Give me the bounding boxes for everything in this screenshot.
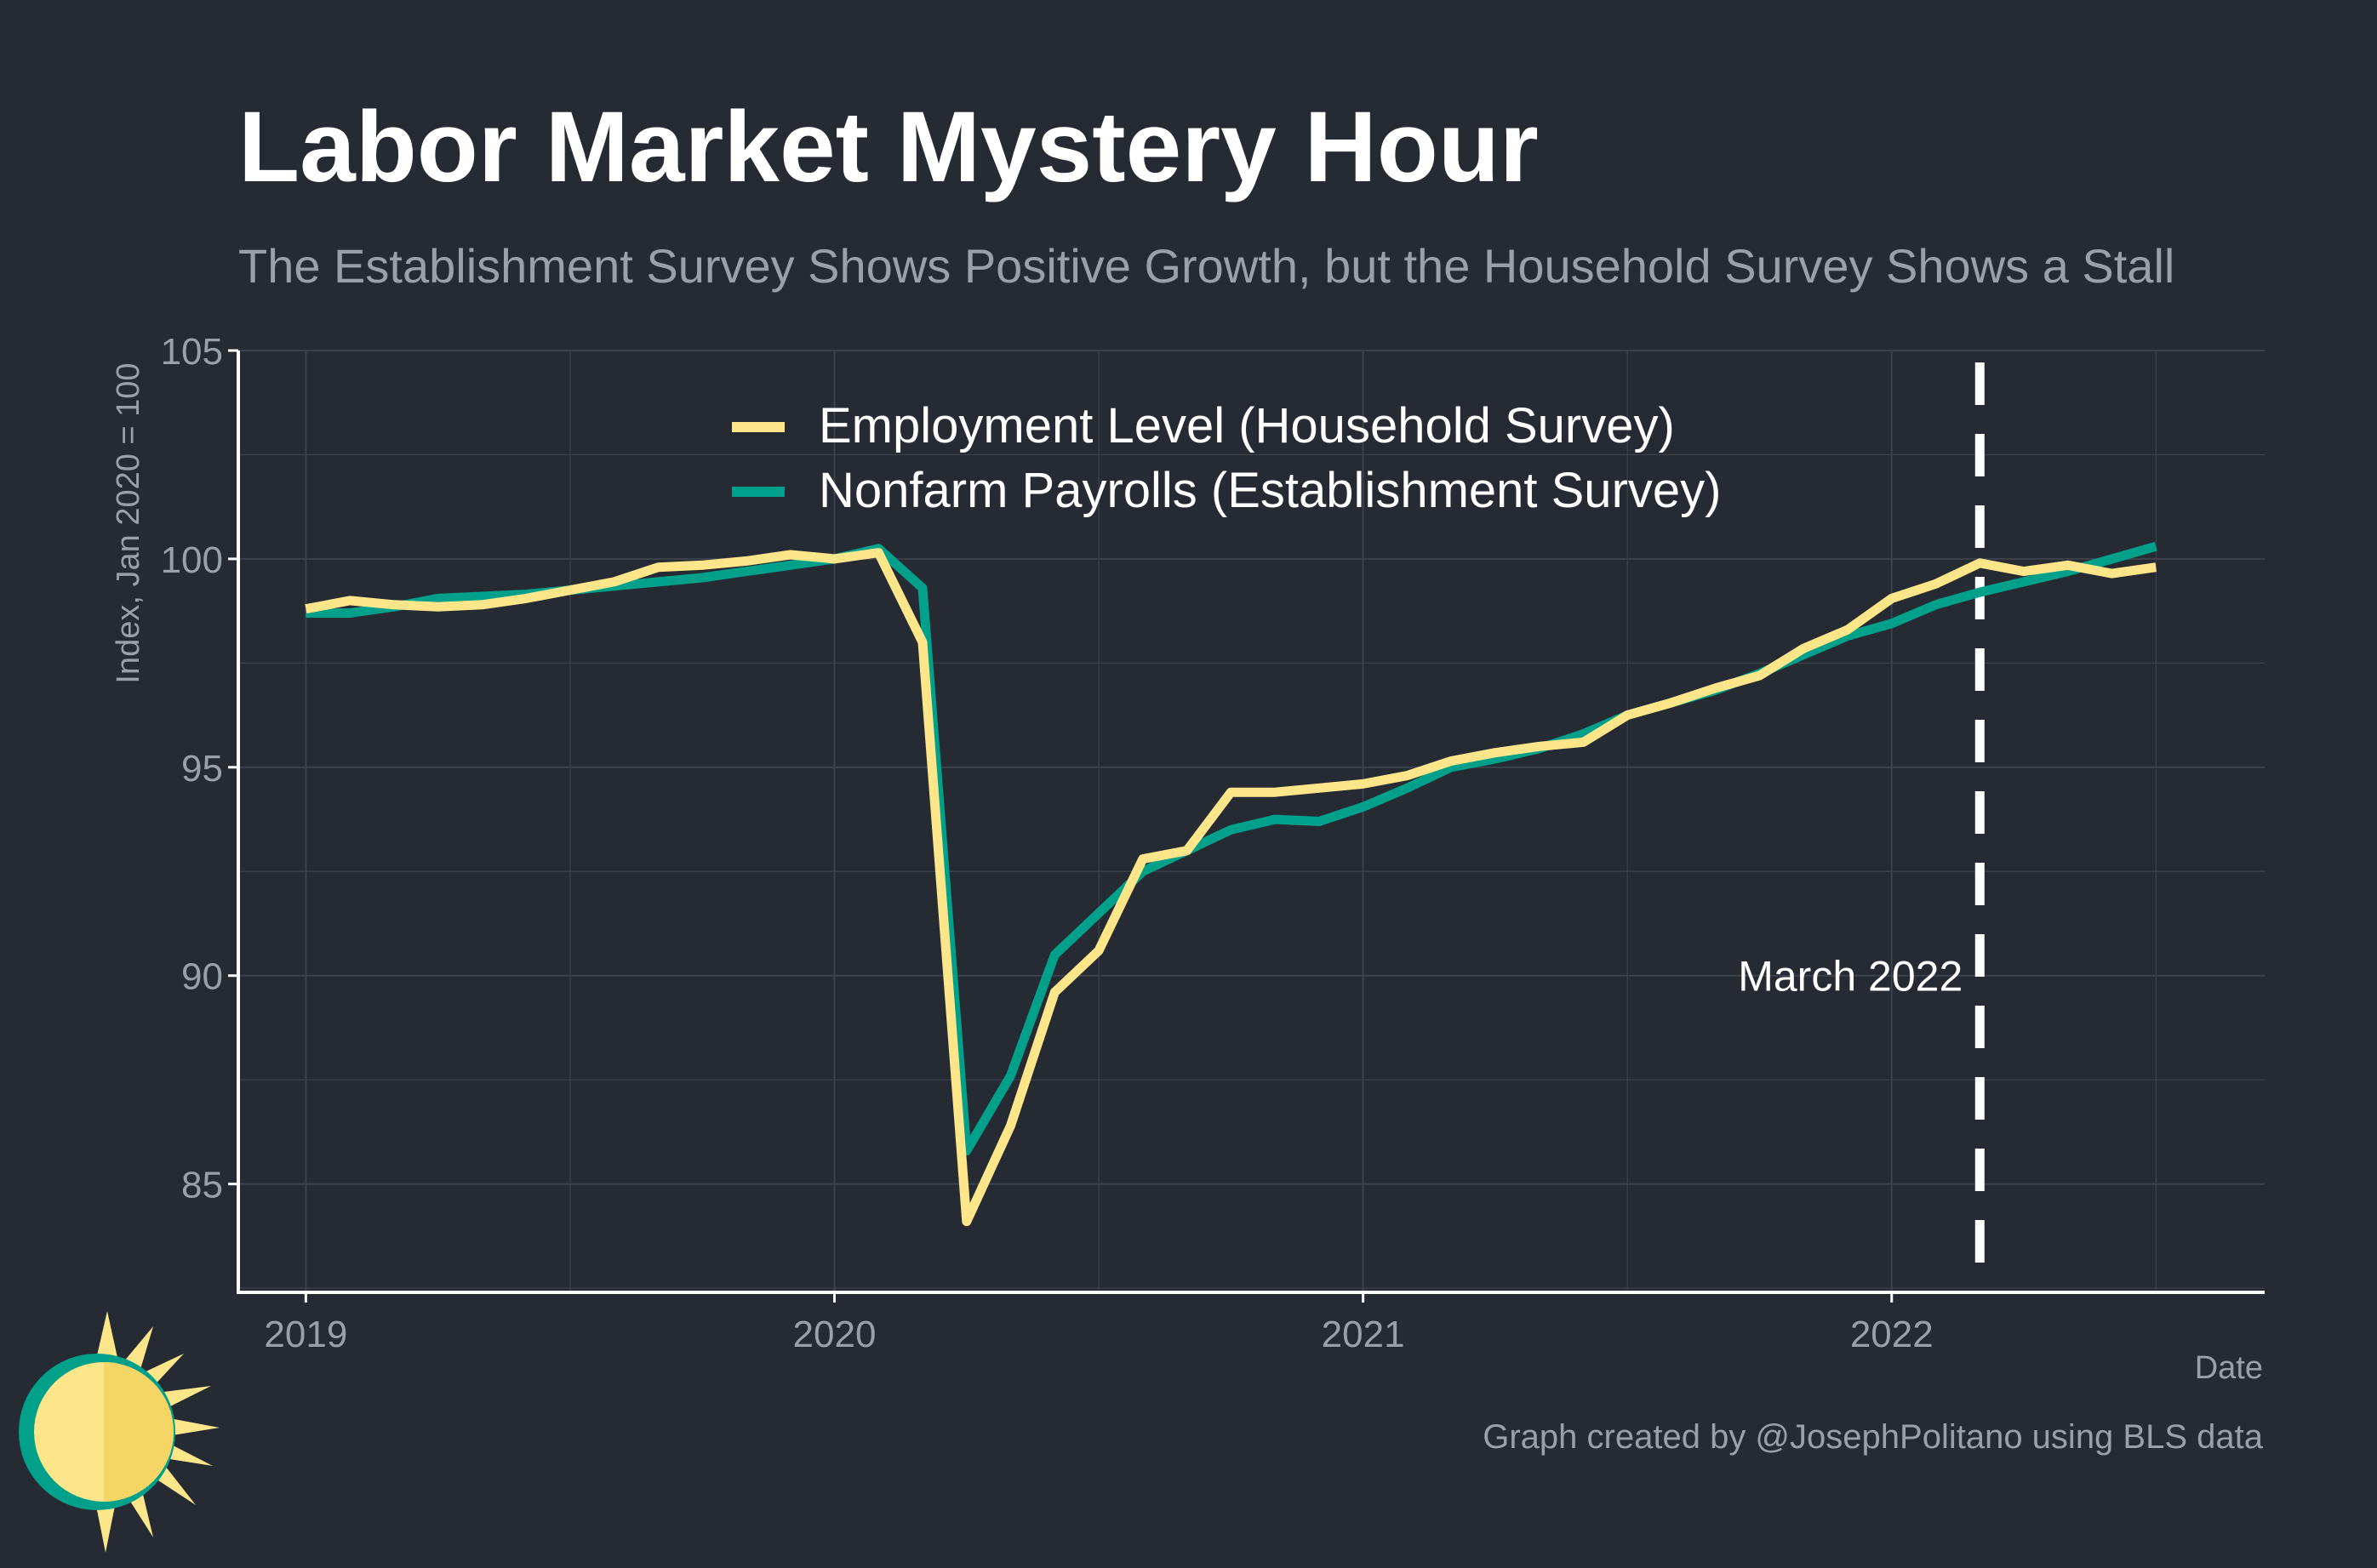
x-tick-label: 2021 <box>1322 1314 1405 1355</box>
y-tick-label: 95 <box>181 748 223 790</box>
legend-label-establishment: Nonfarm Payrolls (Establishment Survey) <box>819 463 1721 518</box>
x-axis-title: Date <box>2195 1350 2263 1386</box>
y-tick-label: 90 <box>181 956 223 998</box>
plot-grid <box>238 350 2265 1292</box>
chart-subtitle: The Establishment Survey Shows Positive … <box>238 239 2174 293</box>
x-tick-label: 2020 <box>793 1314 877 1355</box>
y-tick-label: 105 <box>161 331 223 373</box>
axis-lines <box>237 351 2265 1294</box>
legend: Employment Level (Household Survey) Nonf… <box>732 398 1721 518</box>
march-2022-label: March 2022 <box>1738 953 1963 1001</box>
x-tick-label: 2022 <box>1850 1314 1934 1355</box>
x-axis-ticks: 2019 2020 2021 2022 <box>264 1292 1934 1355</box>
annotation-layer: March 2022 <box>1738 362 1985 1292</box>
y-axis-title: Index, Jan 2020 = 100 <box>111 362 146 683</box>
chart-caption: Graph created by @JosephPolitano using B… <box>1483 1418 2263 1456</box>
series-layer <box>305 541 2157 1227</box>
sun-logo-icon <box>19 1311 220 1553</box>
y-tick-label: 100 <box>161 539 223 581</box>
series-line-household <box>305 548 2157 1227</box>
chart-title: Labor Market Mystery Hour <box>238 91 1539 203</box>
legend-label-household: Employment Level (Household Survey) <box>819 398 1675 453</box>
x-tick-label: 2019 <box>264 1314 347 1355</box>
y-tick-label: 85 <box>181 1165 223 1206</box>
